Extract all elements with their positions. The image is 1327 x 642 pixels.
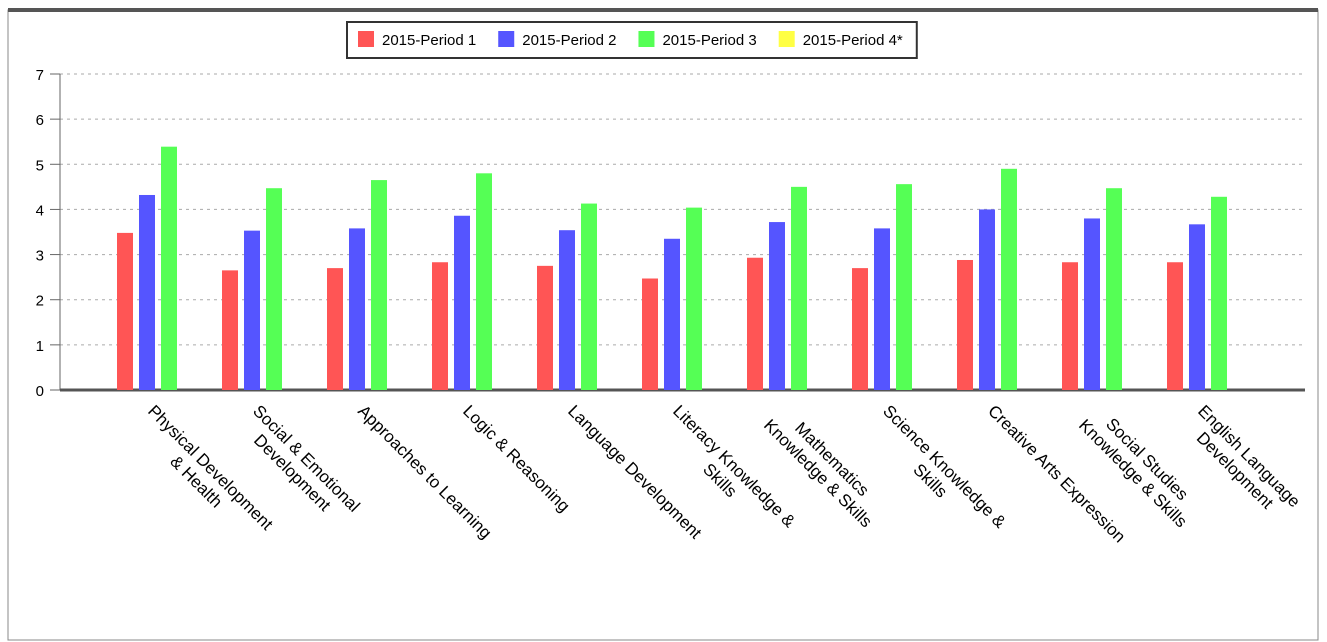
bar xyxy=(1001,168,1017,390)
bar xyxy=(537,265,553,390)
legend-label: 2015-Period 3 xyxy=(662,32,756,49)
bar xyxy=(266,188,282,390)
bar xyxy=(559,230,575,390)
bar xyxy=(791,186,807,390)
bar xyxy=(454,215,470,390)
bar xyxy=(686,207,702,390)
legend-label: 2015-Period 1 xyxy=(382,32,476,49)
bar xyxy=(581,203,597,390)
y-tick-label: 1 xyxy=(36,338,44,355)
y-tick-label: 3 xyxy=(36,248,44,265)
y-tick-label: 2 xyxy=(36,293,44,310)
bar xyxy=(476,173,492,390)
bar xyxy=(1062,262,1078,390)
legend-swatch xyxy=(638,31,655,47)
bar xyxy=(769,222,785,390)
y-tick-label: 4 xyxy=(36,202,44,219)
y-tick-label: 7 xyxy=(36,67,44,84)
bar xyxy=(747,257,763,390)
legend: 2015-Period 1 2015-Period 2 2015-Period 3 2… xyxy=(346,21,918,59)
bar xyxy=(222,270,238,390)
bar xyxy=(117,232,133,390)
legend-label: 2015-Period 2 xyxy=(522,32,616,49)
legend-label: 2015-Period 4* xyxy=(803,32,903,49)
bar xyxy=(349,228,365,390)
bar xyxy=(874,228,890,390)
y-tick-label: 6 xyxy=(36,112,44,129)
bar xyxy=(642,278,658,390)
bar xyxy=(161,146,177,390)
bar xyxy=(979,209,995,390)
legend-box xyxy=(346,21,918,59)
bar xyxy=(664,238,680,390)
y-tick-label: 5 xyxy=(36,157,44,174)
bar xyxy=(957,259,973,390)
bar xyxy=(1106,188,1122,390)
bar xyxy=(852,268,868,390)
legend-swatch xyxy=(498,31,515,47)
bar xyxy=(1211,196,1227,390)
bar xyxy=(327,268,343,390)
bar xyxy=(1189,224,1205,390)
bar xyxy=(1084,218,1100,390)
bar xyxy=(1167,262,1183,390)
legend-swatch xyxy=(778,31,795,47)
bar xyxy=(139,194,155,390)
bar xyxy=(896,184,912,390)
y-tick-label: 0 xyxy=(36,383,44,400)
bar xyxy=(432,262,448,390)
legend-swatch xyxy=(358,31,374,47)
bar xyxy=(244,230,260,390)
bar xyxy=(371,180,387,390)
